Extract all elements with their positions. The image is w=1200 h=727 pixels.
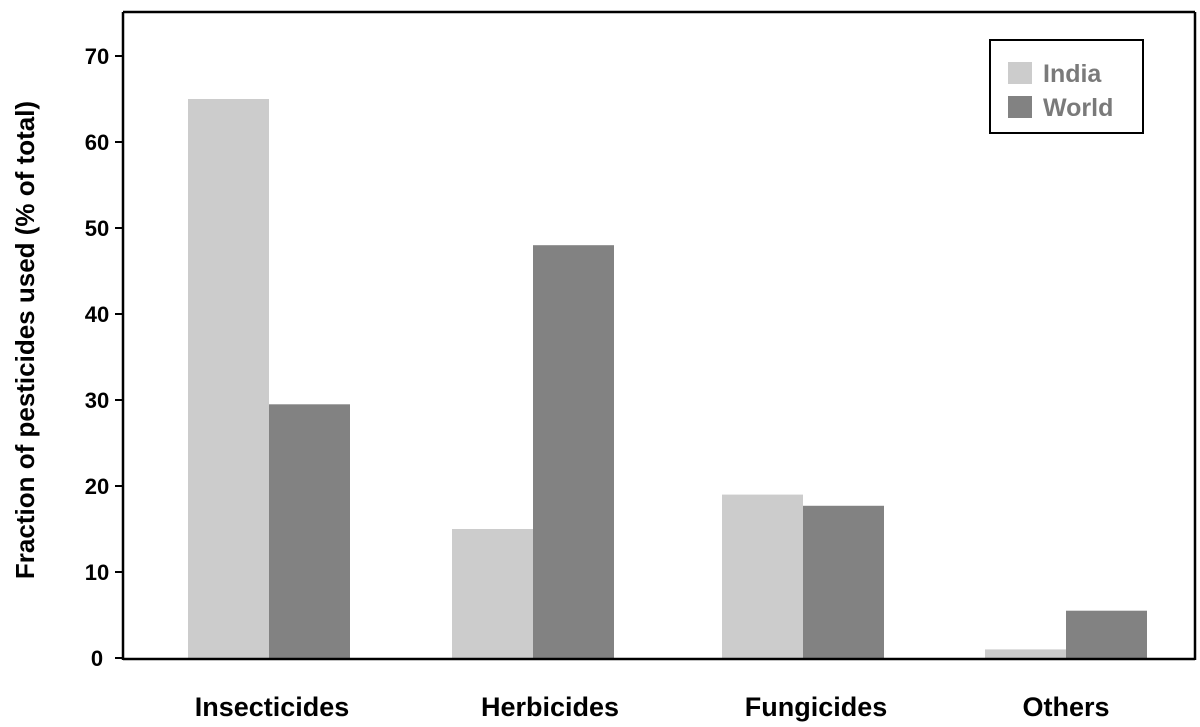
bar-india-insecticides (188, 99, 269, 658)
legend-swatch-india (1008, 62, 1032, 84)
y-tick-label: 30 (85, 388, 109, 413)
x-category-label: Fungicides (745, 692, 888, 722)
y-axis-title: Fraction of pesticides used (% of total) (10, 101, 40, 579)
bar-india-fungicides (722, 494, 803, 658)
y-tick-label: 60 (85, 130, 109, 155)
bar-world-fungicides (803, 505, 884, 658)
bars-layer (188, 99, 1147, 658)
bar-world-others (1066, 610, 1147, 658)
y-tick-label: 10 (85, 560, 109, 585)
x-category-label: Others (1022, 692, 1109, 722)
y-tick-label: 20 (85, 474, 109, 499)
bar-india-herbicides (452, 529, 533, 658)
bar-world-insecticides (269, 404, 350, 658)
x-category-label: Herbicides (481, 692, 619, 722)
bar-india-others (985, 649, 1066, 658)
legend-swatch-world (1008, 96, 1032, 118)
legend-label-india: India (1043, 60, 1102, 88)
y-tick-label: 50 (85, 216, 109, 241)
y-tick-label: 0 (91, 646, 103, 671)
y-tick-label: 70 (85, 44, 109, 69)
x-labels-layer: Insecticides Herbicides Fungicides Others (195, 692, 1110, 722)
y-ticks-layer: 0 10 20 30 40 50 60 70 (85, 44, 123, 671)
legend-label-world: World (1043, 94, 1113, 122)
y-tick-label: 40 (85, 302, 109, 327)
legend: India World (989, 39, 1144, 134)
bar-world-herbicides (533, 245, 614, 658)
x-category-label: Insecticides (195, 692, 350, 722)
